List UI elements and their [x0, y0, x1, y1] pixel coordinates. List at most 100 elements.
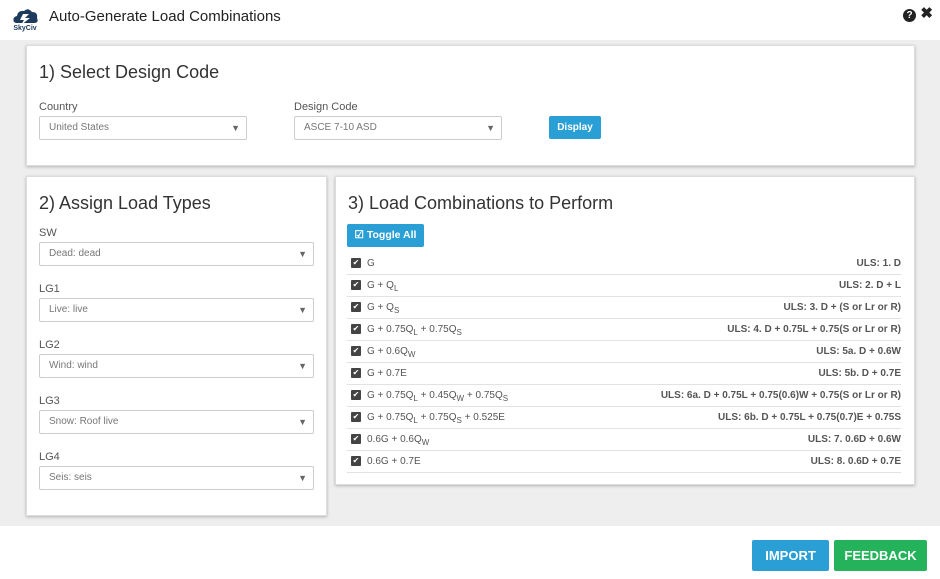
formula-subscript: S [502, 394, 509, 403]
formula-text: G [367, 258, 375, 269]
toggle-all-button[interactable]: ☑ Toggle All [347, 224, 424, 247]
load-type-select[interactable]: Wind: wind ▼ [39, 354, 314, 378]
chevron-down-icon: ▼ [298, 361, 307, 371]
formula-text: G + 0.75Q [367, 390, 414, 401]
load-type-label: LG4 [39, 451, 60, 463]
load-type-label: LG2 [39, 339, 60, 351]
formula-text: G + Q [367, 280, 394, 291]
combinations-heading: 3) Load Combinations to Perform [348, 193, 614, 213]
load-type-select[interactable]: Live: live ▼ [39, 298, 314, 322]
combination-row[interactable]: ✔ 0.6G + 0.7E ULS: 8. 0.6D + 0.7E [347, 451, 901, 473]
formula-text: + 0.45Q [417, 390, 457, 401]
combination-row[interactable]: ✔ G ULS: 1. D [347, 253, 901, 275]
combination-checkbox[interactable]: ✔ [351, 346, 361, 356]
load-types-heading: 2) Assign Load Types [39, 193, 211, 213]
load-type-select[interactable]: Snow: Roof live ▼ [39, 410, 314, 434]
combination-formula: 0.6G + 0.6QW [367, 434, 430, 447]
title-bar: SkyCiv Auto-Generate Load Combinations ?… [0, 0, 940, 40]
combination-formula: G + QS [367, 302, 399, 315]
load-type-value: Live: live [49, 304, 88, 315]
country-value: United States [49, 122, 110, 133]
design-code-value: ASCE 7-10 ASD [304, 122, 377, 133]
display-button[interactable]: Display [549, 116, 601, 139]
chevron-down-icon: ▼ [486, 123, 495, 133]
combination-formula: 0.6G + 0.7E [367, 456, 421, 467]
feedback-button[interactable]: FEEDBACK [834, 540, 927, 571]
formula-text: G + 0.75Q [367, 324, 414, 335]
country-label: Country [39, 101, 78, 113]
combination-row[interactable]: ✔ 0.6G + 0.6QW ULS: 7. 0.6D + 0.6W [347, 429, 901, 451]
combination-row[interactable]: ✔ G + 0.6QW ULS: 5a. D + 0.6W [347, 341, 901, 363]
load-type-value: Snow: Roof live [49, 416, 119, 427]
dialog-content: 1) Select Design Code Country United Sta… [0, 40, 940, 526]
combination-uls-label: ULS: 7. 0.6D + 0.6W [807, 434, 901, 445]
load-type-label: LG3 [39, 395, 60, 407]
formula-text: + 0.75Q [417, 412, 457, 423]
toggle-all-label: Toggle All [366, 229, 417, 241]
load-types-panel: 2) Assign Load Types SW Dead: dead ▼ LG1 Liv… [26, 176, 327, 516]
formula-text: G + 0.75Q [367, 412, 414, 423]
chevron-down-icon: ▼ [298, 417, 307, 427]
checkbox-icon: ☑ [354, 229, 364, 241]
import-button[interactable]: IMPORT [752, 540, 829, 571]
combination-checkbox[interactable]: ✔ [351, 412, 361, 422]
formula-text: G + 0.6Q [367, 346, 408, 357]
combination-list: ✔ G ULS: 1. D ✔ G + QL ULS: 2. D + L ✔ G + QS UL… [347, 253, 901, 473]
combination-uls-label: ULS: 4. D + 0.75L + 0.75(S or Lr or R) [727, 324, 901, 335]
close-icon[interactable]: ✖ [920, 5, 933, 22]
combination-uls-label: ULS: 8. 0.6D + 0.7E [810, 456, 901, 467]
country-select[interactable]: United States ▼ [39, 116, 247, 140]
load-type-select[interactable]: Seis: seis ▼ [39, 466, 314, 490]
combinations-panel: 3) Load Combinations to Perform ☑ Toggle… [335, 176, 915, 485]
chevron-down-icon: ▼ [231, 123, 240, 133]
load-type-value: Seis: seis [49, 472, 92, 483]
combination-uls-label: ULS: 5b. D + 0.7E [818, 368, 901, 379]
design-code-panel: 1) Select Design Code Country United Sta… [26, 45, 915, 166]
formula-subscript: L [413, 416, 418, 425]
combination-formula: G + 0.75QL + 0.75QS [367, 324, 462, 337]
combination-checkbox[interactable]: ✔ [351, 434, 361, 444]
formula-subscript: L [413, 328, 418, 337]
combination-uls-label: ULS: 6b. D + 0.75L + 0.75(0.7)E + 0.75S [718, 412, 901, 423]
combination-checkbox[interactable]: ✔ [351, 390, 361, 400]
combination-row[interactable]: ✔ G + 0.75QL + 0.75QS ULS: 4. D + 0.75L + … [347, 319, 901, 341]
combination-checkbox[interactable]: ✔ [351, 258, 361, 268]
combination-formula: G + 0.7E [367, 368, 407, 379]
formula-subscript: W [407, 350, 416, 359]
formula-text: 0.6G + 0.6Q [367, 434, 422, 445]
chevron-down-icon: ▼ [298, 473, 307, 483]
load-type-value: Wind: wind [49, 360, 98, 371]
formula-text: + 0.75Q [417, 324, 457, 335]
design-code-label: Design Code [294, 101, 358, 113]
combination-checkbox[interactable]: ✔ [351, 456, 361, 466]
load-type-select[interactable]: Dead: dead ▼ [39, 242, 314, 266]
formula-subscript: L [413, 394, 418, 403]
formula-subscript: W [456, 394, 465, 403]
design-code-heading: 1) Select Design Code [39, 62, 220, 82]
combination-uls-label: ULS: 5a. D + 0.6W [816, 346, 901, 357]
load-type-value: Dead: dead [49, 248, 101, 259]
combination-uls-label: ULS: 1. D [856, 258, 901, 269]
combination-row[interactable]: ✔ G + QS ULS: 3. D + (S or Lr or R) [347, 297, 901, 319]
help-icon[interactable]: ? [903, 9, 916, 22]
formula-text: G + Q [367, 302, 394, 313]
dialog-title: Auto-Generate Load Combinations [49, 8, 281, 25]
combination-checkbox[interactable]: ✔ [351, 302, 361, 312]
formula-text: + 0.525E [461, 412, 505, 423]
combination-row[interactable]: ✔ G + 0.7E ULS: 5b. D + 0.7E [347, 363, 901, 385]
combination-row[interactable]: ✔ G + 0.75QL + 0.45QW + 0.75QS ULS: 6a. D … [347, 385, 901, 407]
formula-subscript: S [456, 328, 462, 337]
combination-row[interactable]: ✔ G + 0.75QL + 0.75QS + 0.525E ULS: 6b. D … [347, 407, 901, 429]
formula-text: + 0.75Q [464, 390, 503, 401]
load-type-label: SW [39, 227, 57, 239]
dialog-footer: IMPORT FEEDBACK [0, 526, 940, 579]
combination-formula: G + 0.75QL + 0.45QW + 0.75QS [367, 390, 509, 403]
combination-uls-label: ULS: 2. D + L [839, 280, 901, 291]
combination-formula: G + 0.75QL + 0.75QS + 0.525E [367, 412, 505, 425]
combination-row[interactable]: ✔ G + QL ULS: 2. D + L [347, 275, 901, 297]
design-code-select[interactable]: ASCE 7-10 ASD ▼ [294, 116, 502, 140]
combination-checkbox[interactable]: ✔ [351, 368, 361, 378]
combination-checkbox[interactable]: ✔ [351, 280, 361, 290]
combination-checkbox[interactable]: ✔ [351, 324, 361, 334]
formula-subscript: W [421, 438, 430, 447]
